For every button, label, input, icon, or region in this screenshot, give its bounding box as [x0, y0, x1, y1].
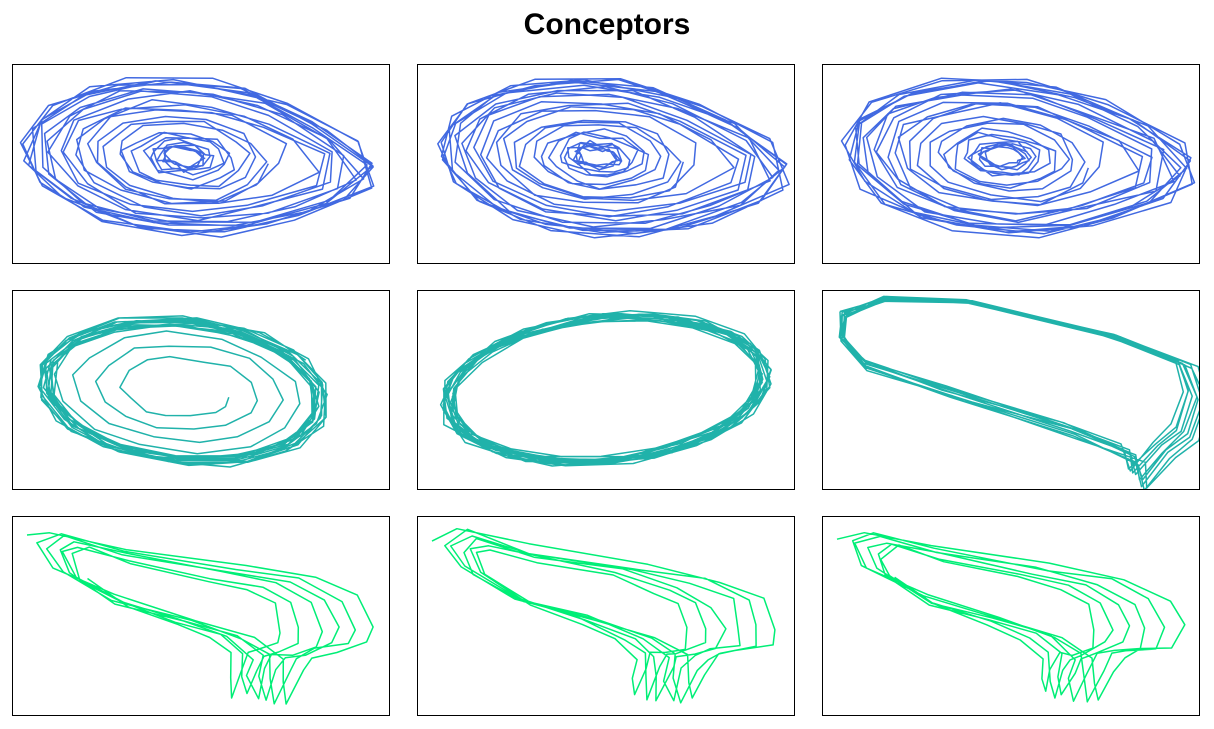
panel-row3-col3	[822, 516, 1200, 716]
trajectory-line	[37, 315, 328, 468]
panel-row2-col2	[417, 290, 795, 490]
panel-row1-col2	[417, 64, 795, 264]
trajectory-plot	[836, 531, 1186, 703]
trajectory-line	[431, 527, 776, 704]
trajectory-plot	[838, 295, 1199, 489]
panel-row1-col1	[12, 64, 390, 264]
panel-row3-col2	[417, 516, 795, 716]
trajectory-plot	[37, 315, 328, 468]
trajectory-line	[437, 78, 790, 239]
chart-title: Conceptors	[523, 8, 691, 41]
trajectory-plot	[19, 76, 375, 238]
trajectory-plot	[439, 309, 772, 467]
panel-row3-col1	[12, 516, 390, 716]
trajectory-line	[840, 77, 1196, 239]
trajectory-plot	[431, 527, 776, 704]
trajectory-plot	[840, 77, 1196, 239]
panel-row1-col3	[822, 64, 1200, 264]
trajectory-line	[19, 76, 375, 238]
trajectory-line	[439, 309, 772, 467]
panel-row2-col1	[12, 290, 390, 490]
panel-row2-col3	[822, 290, 1200, 490]
trajectory-line	[26, 532, 374, 705]
trajectory-plot	[437, 78, 790, 239]
trajectory-line	[836, 531, 1186, 703]
trajectory-line	[838, 295, 1199, 489]
trajectory-plot	[26, 532, 374, 705]
